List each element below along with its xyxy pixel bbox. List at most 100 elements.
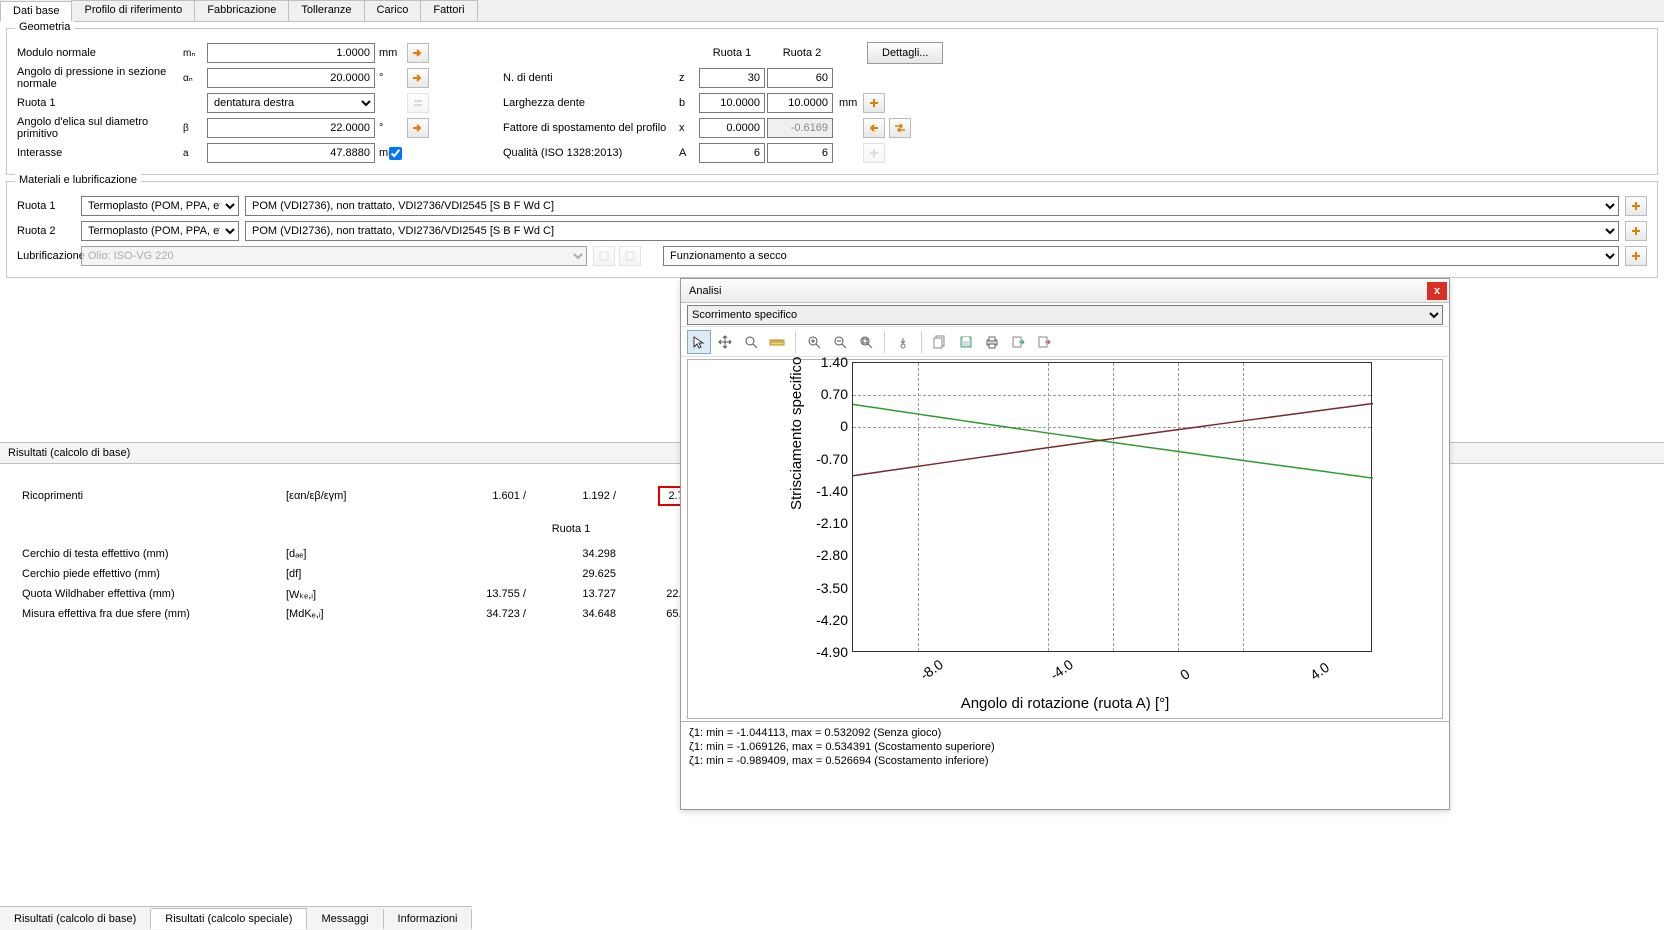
- ruler-icon[interactable]: [765, 330, 789, 354]
- hdr-ruota2: Ruota 2: [767, 47, 837, 59]
- analysis-status[interactable]: ζ1: min = -1.044113, max = 0.532092 (Sen…: [681, 721, 1449, 783]
- tab-profilo[interactable]: Profilo di riferimento: [71, 0, 195, 21]
- btab-messaggi[interactable]: Messaggi: [307, 909, 383, 929]
- angolo-elica-calc-icon[interactable]: [407, 118, 429, 138]
- mat-r2-label: Ruota 2: [17, 225, 81, 237]
- largh-r1-input[interactable]: [699, 93, 765, 113]
- mat-r1-type-select[interactable]: Termoplasto (POM, PPA, etc.): [81, 196, 239, 216]
- spost-label: Fattore di spostamento del profilo: [503, 122, 679, 134]
- zoom-fit-icon[interactable]: [854, 330, 878, 354]
- lub-mode-select[interactable]: Funzionamento a secco: [663, 246, 1619, 266]
- res-label: Cerchio piede effettivo (mm): [22, 568, 286, 580]
- export2-icon[interactable]: [1032, 330, 1056, 354]
- angolo-press-calc-icon[interactable]: [407, 68, 429, 88]
- ndenti-sym: z: [679, 72, 697, 84]
- tab-fattori[interactable]: Fattori: [420, 0, 477, 21]
- btab-base[interactable]: Risultati (calcolo di base): [0, 909, 151, 929]
- geometria-title: Geometria: [15, 21, 74, 33]
- angolo-elica-sym: β: [183, 123, 207, 134]
- materiali-group: Materiali e lubrificazione Ruota 1 Termo…: [6, 181, 1658, 278]
- dettagli-button[interactable]: Dettagli...: [867, 42, 943, 64]
- zoom-area-icon[interactable]: [739, 330, 763, 354]
- spost-swap-icon[interactable]: [889, 118, 911, 138]
- hdr-ruota1: Ruota 1: [697, 47, 767, 59]
- ndenti-r1-input[interactable]: [699, 68, 765, 88]
- cursor-icon[interactable]: [687, 330, 711, 354]
- spost-r1-input[interactable]: [699, 118, 765, 138]
- ytick: -0.70: [802, 451, 848, 467]
- settings-icon[interactable]: [891, 330, 915, 354]
- status-line: ζ1: min = -0.989409, max = 0.526694 (Sco…: [689, 754, 1441, 768]
- analysis-close-button[interactable]: x: [1427, 282, 1447, 300]
- tab-tolleranze[interactable]: Tolleranze: [288, 0, 364, 21]
- materiali-title: Materiali e lubrificazione: [15, 174, 141, 186]
- status-line: ζ1: min = -1.044113, max = 0.532092 (Sen…: [689, 726, 1441, 740]
- mat-r2-plus-icon[interactable]: [1625, 221, 1647, 241]
- qual-r1-input[interactable]: [699, 143, 765, 163]
- angolo-press-unit: °: [375, 72, 403, 84]
- analysis-type-select[interactable]: Scorrimento specifico: [687, 305, 1443, 325]
- mat-r1-mat-select[interactable]: POM (VDI2736), non trattato, VDI2736/VDI…: [245, 196, 1619, 216]
- mat-r2-type-select[interactable]: Termoplasto (POM, PPA, etc.): [81, 221, 239, 241]
- mat-r1-label: Ruota 1: [17, 200, 81, 212]
- lub-select: Olio: ISO-VG 220: [81, 246, 587, 266]
- ytick: -4.20: [802, 612, 848, 628]
- ytick: -4.90: [802, 644, 848, 660]
- ytick: -2.10: [802, 515, 848, 531]
- ndenti-r2-input[interactable]: [767, 68, 833, 88]
- tab-carico[interactable]: Carico: [364, 0, 422, 21]
- angolo-press-label: Angolo di pressione in sezione normale: [17, 66, 183, 90]
- ytick: -1.40: [802, 483, 848, 499]
- bottom-tabs: Risultati (calcolo di base) Risultati (c…: [0, 906, 472, 930]
- largh-r2-input[interactable]: [767, 93, 833, 113]
- export-icon[interactable]: [1006, 330, 1030, 354]
- copy-icon[interactable]: [928, 330, 952, 354]
- analysis-chart: Strisciamento specifico Angolo di rotazi…: [687, 359, 1443, 719]
- res-label: Misura effettiva fra due sfere (mm): [22, 608, 286, 620]
- mat-r2-mat-select[interactable]: POM (VDI2736), non trattato, VDI2736/VDI…: [245, 221, 1619, 241]
- largh-plus-icon[interactable]: [863, 93, 885, 113]
- qual-r2-input[interactable]: [767, 143, 833, 163]
- chart-plot-area[interactable]: [852, 362, 1372, 652]
- xtick: -8.0: [917, 656, 946, 683]
- tab-fabbricazione[interactable]: Fabbricazione: [194, 0, 289, 21]
- ytick: -2.80: [802, 547, 848, 563]
- status-line: ζ1: min = -1.069126, max = 0.534391 (Sco…: [689, 740, 1441, 754]
- interasse-checkbox[interactable]: [389, 147, 402, 160]
- tab-dati-base[interactable]: Dati base: [0, 1, 72, 22]
- mat-r1-plus-icon[interactable]: [1625, 196, 1647, 216]
- largh-unit: mm: [833, 97, 859, 109]
- res-val: 34.298: [526, 548, 616, 560]
- qual-plus-icon: [863, 143, 885, 163]
- interasse-input[interactable]: [207, 143, 375, 163]
- status-line: [689, 768, 1441, 782]
- zoom-in-icon[interactable]: [802, 330, 826, 354]
- analysis-titlebar[interactable]: Analisi x: [681, 279, 1449, 303]
- print-icon[interactable]: [980, 330, 1004, 354]
- btab-info[interactable]: Informazioni: [384, 909, 473, 929]
- angolo-press-sym: αₙ: [183, 73, 207, 84]
- ytick: 0: [802, 418, 848, 434]
- angolo-elica-input[interactable]: [207, 118, 375, 138]
- modulo-calc-icon[interactable]: [407, 43, 429, 63]
- res-val: 34.648: [526, 608, 616, 620]
- zoom-out-icon[interactable]: [828, 330, 852, 354]
- spost-left-icon[interactable]: [863, 118, 885, 138]
- btab-speciale[interactable]: Risultati (calcolo speciale): [151, 908, 307, 929]
- qual-sym: A: [679, 147, 697, 159]
- largh-sym: b: [679, 97, 697, 109]
- xtick: -4.0: [1047, 656, 1076, 683]
- res-val: 29.625: [526, 568, 616, 580]
- angolo-press-input[interactable]: [207, 68, 375, 88]
- ricop-label: Ricoprimenti: [22, 490, 286, 502]
- ytick: 0.70: [802, 386, 848, 402]
- lub-mode-plus-icon[interactable]: [1625, 246, 1647, 266]
- xtick: 0: [1177, 666, 1193, 684]
- pan-icon[interactable]: [713, 330, 737, 354]
- res-label: Quota Wildhaber effettiva (mm): [22, 588, 286, 600]
- res-sym: [dₐₑ]: [286, 548, 436, 560]
- modulo-input[interactable]: [207, 43, 375, 63]
- ruota1-select[interactable]: dentatura destra: [207, 93, 375, 113]
- modulo-label: Modulo normale: [17, 47, 183, 59]
- save-icon[interactable]: [954, 330, 978, 354]
